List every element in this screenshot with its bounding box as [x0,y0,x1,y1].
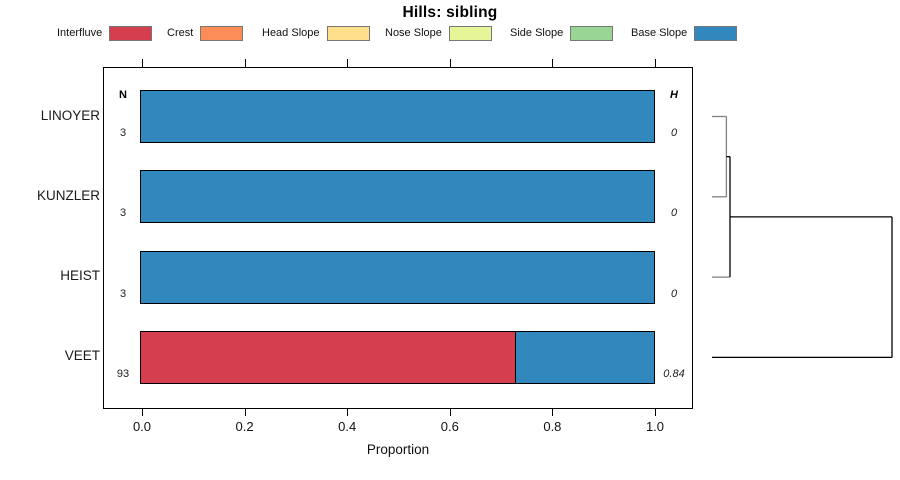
bar-segment [141,171,654,223]
x-axis-title: Proportion [366,442,430,457]
legend-swatch [448,25,492,41]
n-value: 3 [119,127,127,139]
axis-tick-label: 0.2 [235,419,254,434]
axis-tick-label: 0.8 [543,419,562,434]
axis-tick-top [655,59,656,67]
axis-tick-label: 0.6 [440,419,459,434]
category-label: VEET [64,348,100,364]
legend-item: Nose Slope [385,25,492,41]
bar-row [140,170,655,224]
axis-tick-bottom [449,408,451,416]
legend-item-label: Base Slope [631,27,688,39]
h-value: 0.84 [663,367,685,380]
h-column-header: H [670,89,678,101]
n-column-header: N [119,89,127,101]
axis-tick-label: 1.0 [645,419,665,434]
axis-tick-bottom [244,408,246,416]
legend-swatch [109,25,153,41]
legend-item: Head Slope [262,25,370,41]
axis-tick-top [552,59,554,67]
axis-tick-bottom [552,408,554,416]
h-value: 0 [670,287,678,300]
legend-item: Base Slope [631,25,738,41]
legend-item-label: Nose Slope [385,27,442,39]
plot-area [103,67,693,409]
legend-swatch [694,25,738,41]
bar-row [140,250,655,304]
axis-tick-bottom [142,408,143,416]
legend-swatch [200,25,244,41]
h-value: 0 [670,207,678,220]
category-label: HEIST [60,268,100,284]
axis-tick-label: 0.0 [132,419,152,434]
axis-tick-bottom [347,408,349,416]
n-value: 3 [119,207,127,220]
category-label: KUNZLER [36,187,100,203]
legend-item-label: Side Slope [510,27,564,39]
legend-item-label: Interfluve [57,27,103,39]
axis-tick-label: 0.4 [338,419,357,434]
bar-segment [141,91,654,142]
axis-tick-top [347,59,349,67]
axis-tick-top [244,59,246,67]
legend-item: Crest [167,25,244,41]
axis-tick-top [142,59,143,67]
h-value: 0 [670,127,678,139]
chart-title: Hills: sibling [402,4,498,21]
axis-tick-bottom [655,408,656,416]
bar-segment [141,251,654,303]
legend-item: Interfluve [57,25,153,41]
n-value: 93 [116,367,130,380]
category-label: LINOYER [40,107,100,123]
bar-segment [141,331,516,383]
legend-swatch [326,25,370,41]
bar-row [140,330,655,384]
bar-segment [515,331,654,383]
n-value: 3 [119,287,127,300]
legend-item-label: Crest [167,27,194,39]
legend-item-label: Head Slope [262,27,320,39]
legend-item: Side Slope [510,25,614,41]
legend-swatch [570,25,614,41]
bar-row [140,90,655,143]
axis-tick-top [449,59,451,67]
